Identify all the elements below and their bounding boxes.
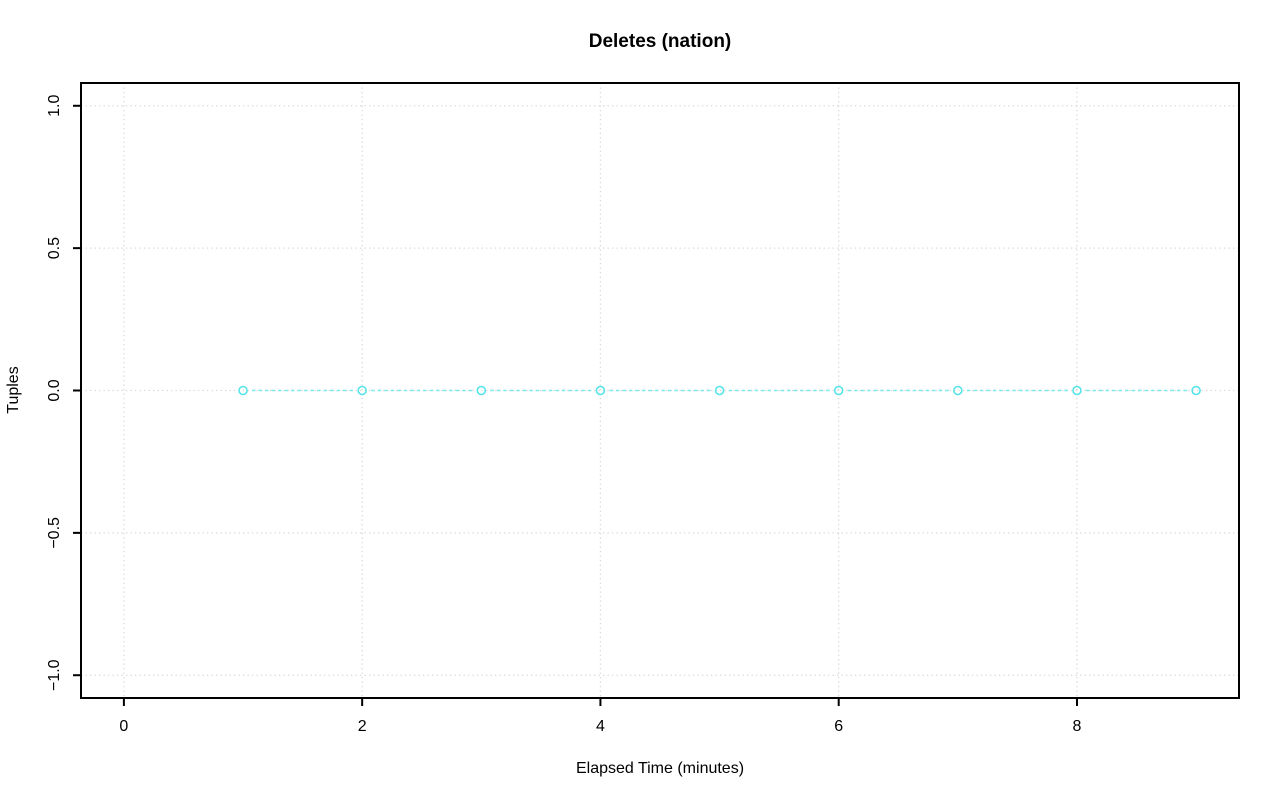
data-point: [1072, 385, 1082, 396]
data-point: [953, 385, 963, 396]
y-tick-label: 1.0: [46, 95, 63, 117]
chart-title: Deletes (nation): [588, 31, 732, 52]
data-point: [357, 385, 367, 396]
y-tick-label: −1.0: [46, 659, 63, 691]
y-tick-label: 0.0: [46, 379, 63, 401]
data-point: [1191, 385, 1201, 396]
data-point: [595, 385, 606, 396]
data-point: [714, 385, 725, 396]
data-point: [476, 385, 487, 396]
x-tick-label: 4: [596, 718, 605, 735]
x-tick-label: 6: [834, 718, 843, 735]
x-tick-label: 0: [119, 718, 128, 735]
y-tick-label: 0.5: [46, 237, 63, 259]
x-axis-title: Elapsed Time (minutes): [575, 760, 745, 777]
data-point: [833, 385, 844, 396]
x-tick-label: 2: [358, 718, 367, 735]
x-tick-label: 8: [1073, 718, 1082, 735]
y-axis-title: Tuples: [5, 366, 22, 414]
data-point: [238, 385, 248, 396]
y-tick-label: −0.5: [46, 517, 63, 549]
